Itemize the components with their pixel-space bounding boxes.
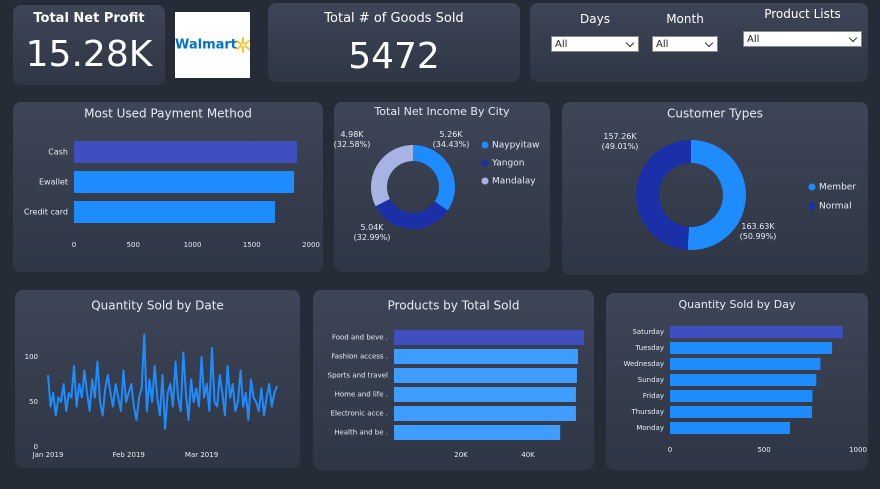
data-label: 157.26K (49.01%) [601, 132, 639, 151]
legend-label: Member [819, 183, 856, 193]
legend-label: Yangon [491, 159, 524, 169]
legend-label: Normal [819, 202, 852, 212]
data-label: 163.63K (50.99%) [739, 222, 777, 241]
filter-dropdown[interactable]: All [743, 31, 862, 47]
chart-title: Customer Types [667, 107, 763, 121]
filter-dropdown[interactable]: All [652, 36, 718, 52]
x-tick-label: 40K [521, 451, 535, 459]
chart-title: Total Net Income By City [373, 105, 510, 118]
legend-label: Mandalay [492, 177, 536, 187]
bar [670, 406, 812, 418]
x-tick-label: 1500 [243, 241, 261, 249]
y-tick-label: Cash [48, 148, 68, 157]
chart-title: Quantity Sold by Date [91, 299, 224, 313]
data-label: 5.26K (34.43%) [432, 130, 470, 149]
y-tick-label: Fashion access . [331, 353, 388, 361]
x-tick-label: Jan 2019 [32, 451, 64, 459]
bar [394, 406, 576, 421]
logo-text: Walmart [175, 38, 237, 53]
bar [670, 422, 790, 434]
logo-box [175, 12, 250, 78]
legend-swatch [481, 159, 489, 167]
x-tick-label: Mar 2019 [185, 451, 218, 459]
kpi-value: 15.28K [25, 34, 153, 75]
donut-slice [375, 198, 448, 230]
y-tick-label: Monday [636, 424, 664, 432]
x-tick-label: Feb 2019 [112, 451, 144, 459]
kpi-label: Total # of Goods Sold [324, 11, 464, 26]
filter-label: Month [666, 12, 704, 26]
filter-label: Product Lists [764, 7, 841, 21]
bar [394, 425, 561, 440]
data-label: 5.04K (32.99%) [353, 223, 391, 242]
bar [74, 201, 275, 223]
y-tick-label: Ewallet [39, 178, 68, 187]
bar [74, 141, 298, 163]
card [15, 290, 300, 468]
bar [670, 390, 813, 402]
legend-label: Naypyitaw [492, 141, 540, 151]
card [13, 5, 165, 85]
y-tick-label: Home and life . [335, 391, 388, 399]
y-tick-label: Health and be . [334, 429, 388, 437]
y-tick-label: Friday [643, 392, 664, 400]
legend-swatch [808, 202, 816, 210]
x-tick-label: 1000 [184, 241, 202, 249]
y-tick-label: Tuesday [635, 344, 664, 352]
chart-title: Quantity Sold by Day [679, 298, 796, 311]
x-tick-label: 0 [668, 446, 672, 454]
bar [394, 387, 576, 402]
card [562, 102, 868, 275]
x-tick-label: 1000 [849, 446, 867, 454]
bar [394, 368, 577, 383]
x-tick-label: 20K [454, 451, 468, 459]
x-tick-label: 500 [127, 241, 140, 249]
legend-swatch [481, 141, 489, 149]
y-tick-label: Credit card [24, 208, 68, 217]
y-tick-label: Electronic acce . [331, 410, 388, 418]
logo-spark [236, 37, 250, 53]
y-tick-label: 0 [34, 443, 38, 451]
card [268, 3, 520, 82]
legend-swatch [808, 183, 816, 191]
y-tick-label: 100 [25, 353, 38, 361]
kpi-value: 5472 [348, 36, 440, 77]
x-tick-label: 500 [757, 446, 770, 454]
y-tick-label: Sports and travel [328, 372, 388, 380]
x-tick-label: 0 [72, 241, 76, 249]
chart-title: Products by Total Sold [388, 299, 520, 313]
bar [670, 326, 843, 338]
filter-label: Days [580, 12, 610, 26]
donut-slice [687, 140, 746, 251]
x-tick-label: 2000 [302, 241, 320, 249]
bar [670, 358, 821, 370]
y-tick-label: 50 [29, 398, 38, 406]
bar [74, 171, 295, 193]
y-tick-label: Saturday [632, 328, 664, 336]
data-label: 4.98K (32.58%) [333, 130, 371, 149]
line-series [47, 333, 278, 430]
donut-slice [636, 140, 691, 250]
bar [394, 330, 584, 345]
filter-dropdown[interactable]: All [551, 36, 639, 52]
bar [670, 342, 833, 354]
y-tick-label: Sunday [638, 376, 664, 384]
legend-swatch [481, 177, 489, 185]
bar [394, 349, 578, 364]
bar [670, 374, 817, 386]
chart-title: Most Used Payment Method [84, 107, 252, 121]
donut-slice [413, 145, 455, 211]
y-tick-label: Wednesday [623, 360, 664, 368]
kpi-label: Total Net Profit [33, 11, 145, 26]
donut-slice [371, 145, 413, 207]
y-tick-label: Thursday [630, 408, 664, 416]
y-tick-label: Food and beve . [332, 334, 388, 342]
